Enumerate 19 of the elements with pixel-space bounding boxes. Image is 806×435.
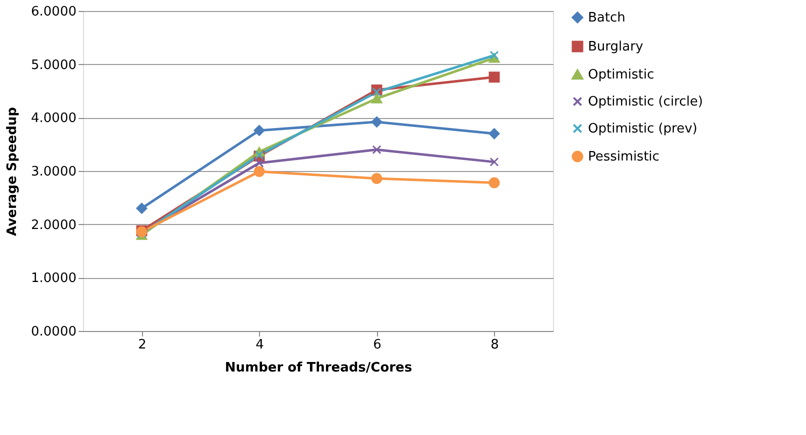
y-tick-label: 4.0000 <box>31 111 76 126</box>
x-tick-label: 4 <box>256 338 264 352</box>
y-tick-label: 1.0000 <box>31 271 76 286</box>
y-tick-label: 3.0000 <box>31 164 76 180</box>
legend-label: Burglary <box>588 40 644 54</box>
legend-label: Optimistic (circle) <box>588 94 703 110</box>
x-tick-label: 6 <box>373 338 382 352</box>
legend-label: Optimistic (prev) <box>588 122 698 136</box>
legend-label: Batch <box>588 10 626 26</box>
y-axis-title: Average Speedup <box>5 107 20 236</box>
x-tick-label: 8 <box>490 338 499 352</box>
y-tick-label: 0.0000 <box>31 324 76 340</box>
x-axis-title: Number of Threads/Cores <box>224 360 412 376</box>
legend-label: Optimistic <box>588 68 654 82</box>
y-tick-label: 6.0000 <box>31 4 76 20</box>
y-tick-label: 2.0000 <box>31 218 76 233</box>
x-tick-label: 2 <box>138 338 146 352</box>
y-tick-label: 5.0000 <box>31 58 76 73</box>
legend-label: Pessimistic <box>588 150 660 164</box>
